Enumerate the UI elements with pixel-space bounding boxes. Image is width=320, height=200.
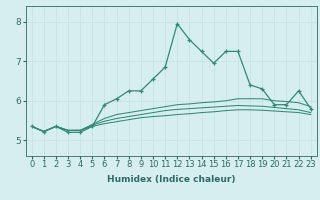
X-axis label: Humidex (Indice chaleur): Humidex (Indice chaleur): [107, 175, 236, 184]
